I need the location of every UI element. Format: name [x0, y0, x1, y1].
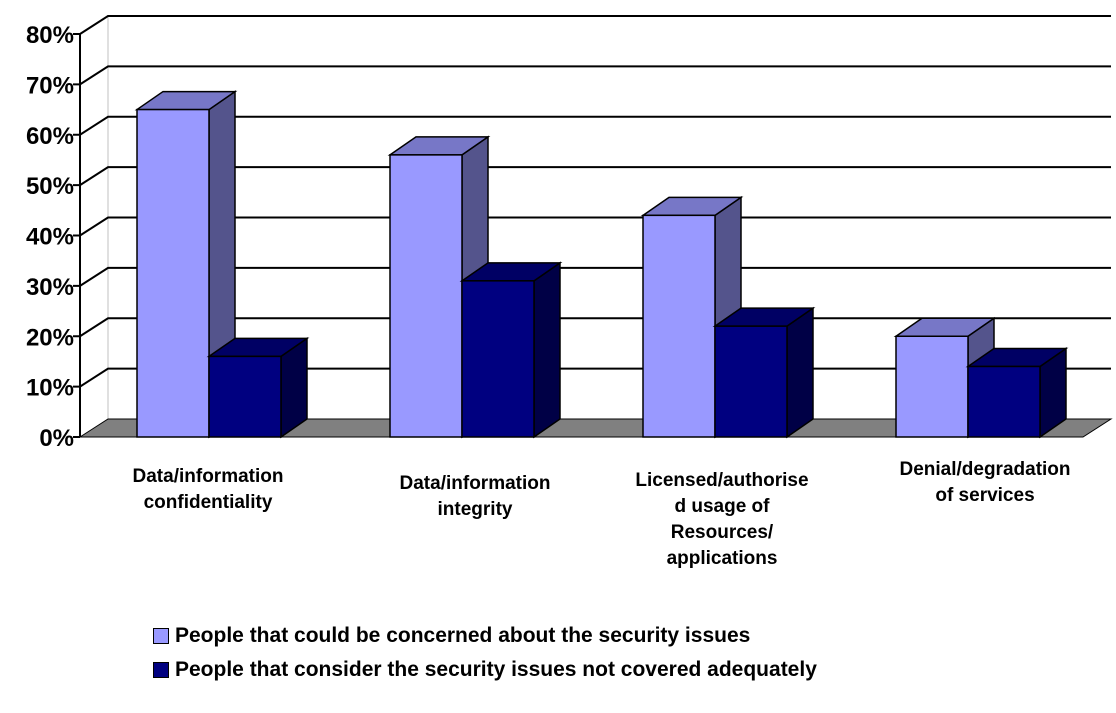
y-tick-label: 50% — [26, 173, 74, 200]
legend-label-not-covered: People that consider the security issues… — [175, 658, 817, 681]
x-axis-category-label: Data/information integrity — [399, 473, 551, 520]
y-axis: 0% 10% 20% 30% 40% 50% 60% 70% 80% — [26, 22, 81, 452]
bar-not-covered-3 — [712, 306, 816, 439]
gridline — [79, 266, 1111, 287]
gridline — [79, 115, 1111, 136]
legend-item-concerned: People that could be concerned about the… — [153, 619, 817, 653]
bar-not-covered-4 — [965, 347, 1069, 439]
bars — [134, 90, 1069, 439]
y-tick-label: 10% — [26, 375, 74, 402]
y-tick-label: 80% — [26, 22, 74, 49]
x-axis-category-label: Licensed/authorise d usage of Resources/… — [635, 470, 809, 569]
legend-label-concerned: People that could be concerned about the… — [175, 624, 751, 647]
y-tick-label: 40% — [26, 224, 74, 251]
bar-not-covered-2 — [459, 261, 563, 439]
gridline — [79, 166, 1111, 186]
gridline — [79, 65, 1111, 86]
gridline — [79, 15, 1111, 35]
y-tick-label: 60% — [26, 123, 74, 150]
x-axis-category-label: Data/information confidentiality — [132, 466, 284, 513]
bar-not-covered-1 — [206, 336, 310, 439]
legend-item-not-covered: People that consider the security issues… — [153, 653, 817, 687]
legend: People that could be concerned about the… — [153, 619, 817, 687]
legend-swatch-not-covered — [153, 662, 169, 678]
y-tick-label: 0% — [39, 425, 74, 452]
gridlines — [79, 15, 1111, 388]
x-axis-category-label: Denial/degradation of services — [899, 459, 1071, 506]
y-tick-label: 20% — [26, 324, 74, 351]
legend-swatch-concerned — [153, 628, 169, 644]
y-tick-label: 70% — [26, 72, 74, 99]
y-tick-label: 30% — [26, 274, 74, 301]
gridline — [79, 216, 1111, 237]
